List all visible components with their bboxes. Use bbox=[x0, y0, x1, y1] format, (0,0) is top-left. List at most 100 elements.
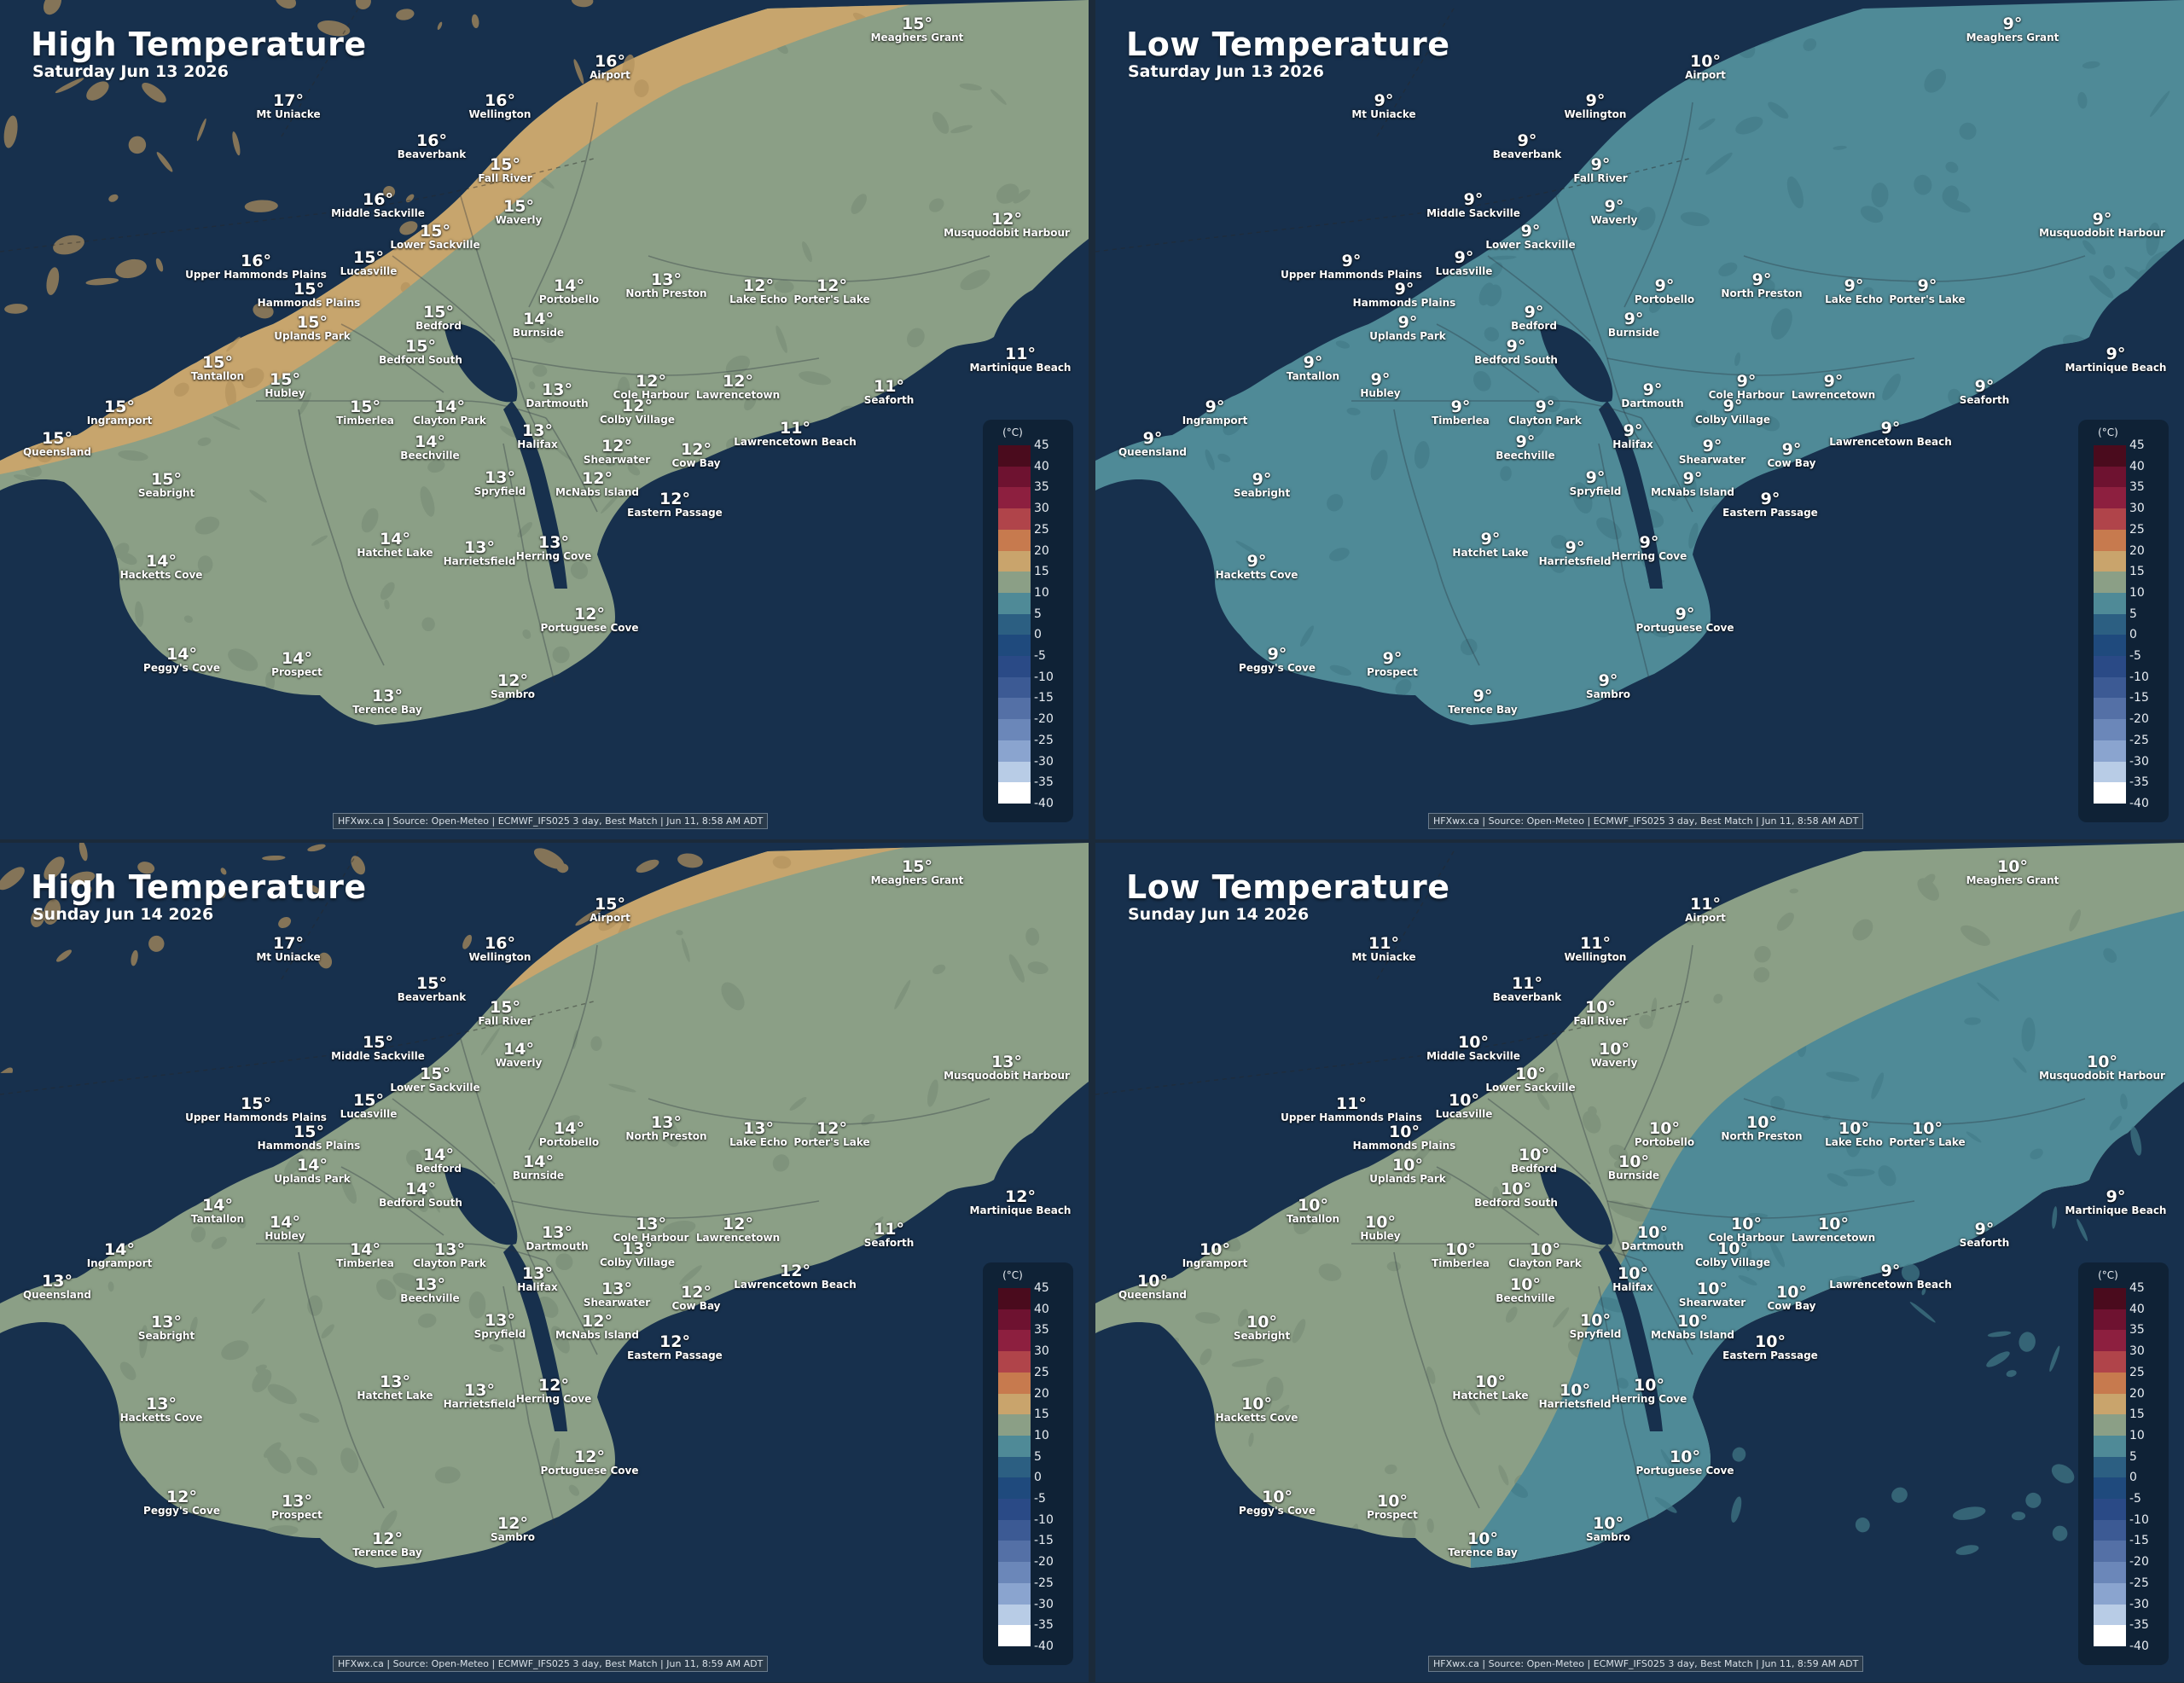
station-name: Shearwater bbox=[583, 1297, 651, 1309]
station-label: 14° Portobello bbox=[539, 1120, 599, 1148]
station-label: 9° Lower Sackville bbox=[1485, 223, 1575, 251]
station-name: Clayton Park bbox=[413, 415, 486, 427]
station-temp: 10° bbox=[1670, 1448, 1700, 1466]
station-temp: 10° bbox=[1365, 1213, 1396, 1232]
station-temp: 11° bbox=[1690, 895, 1721, 914]
station-temp: 9° bbox=[1781, 440, 1802, 459]
legend-tick-label: 15 bbox=[2129, 1407, 2145, 1422]
station-label: 9° Portuguese Cove bbox=[1636, 606, 1734, 634]
legend-tick-label: 0 bbox=[2129, 1471, 2137, 1485]
legend-swatch bbox=[998, 782, 1031, 804]
station-label: 10° Dartmouth bbox=[1621, 1224, 1683, 1252]
county-line bbox=[0, 1000, 598, 1095]
station-label: 10° Spryfield bbox=[1570, 1312, 1622, 1340]
station-name: Sambro bbox=[1586, 1531, 1630, 1543]
panel-subtitle: Saturday Jun 13 2026 bbox=[32, 62, 229, 81]
station-temp: 9° bbox=[1590, 155, 1611, 174]
station-name: Middle Sackville bbox=[1426, 207, 1520, 219]
legend-swatch bbox=[998, 1288, 1031, 1310]
station-temp: 13° bbox=[464, 1381, 495, 1400]
station-name: Timberlea bbox=[336, 1257, 394, 1269]
station-label: 15° Beaverbank bbox=[398, 975, 466, 1003]
station-temp: 13° bbox=[485, 468, 515, 487]
station-label: 10° Hubley bbox=[1360, 1214, 1400, 1242]
station-label: 15° Timberlea bbox=[336, 398, 394, 427]
station-name: Hammonds Plains bbox=[1352, 1140, 1456, 1152]
station-temp: 11° bbox=[874, 1220, 904, 1239]
station-label: 14° Waverly bbox=[496, 1041, 543, 1069]
station-label: 14° Clayton Park bbox=[413, 398, 486, 427]
legend-swatch bbox=[998, 1435, 1031, 1458]
station-temp: 10° bbox=[1599, 1040, 1629, 1059]
station-label: 10° Fall River bbox=[1573, 999, 1627, 1027]
station-name: Waverly bbox=[1590, 1057, 1638, 1069]
station-label: 9° Herring Cove bbox=[1612, 534, 1687, 562]
station-name: Uplands Park bbox=[274, 330, 351, 342]
station-label: 10° Harrietsfield bbox=[1539, 1382, 1612, 1410]
station-name: Cow Bay bbox=[671, 1300, 721, 1312]
legend-swatch bbox=[2094, 1456, 2126, 1478]
station-label: 9° Uplands Park bbox=[1369, 314, 1445, 342]
station-temp: 12° bbox=[723, 1215, 753, 1233]
station-name: Lawrencetown Beach bbox=[734, 1279, 857, 1291]
station-label: 11° Upper Hammonds Plains bbox=[1281, 1095, 1422, 1123]
station-temp: 11° bbox=[874, 377, 904, 396]
station-temp: 12° bbox=[497, 1514, 528, 1533]
station-label: 10° Clayton Park bbox=[1508, 1241, 1582, 1269]
station-temp: 15° bbox=[293, 280, 324, 299]
station-label: 10° McNabs Island bbox=[1651, 1313, 1734, 1341]
station-name: Halifax bbox=[1612, 438, 1653, 450]
map-panel: Low Temperature Sunday Jun 14 2026 HFXwx… bbox=[1095, 843, 2184, 1682]
station-label: 11° Martinique Beach bbox=[970, 345, 1072, 374]
station-temp: 9° bbox=[1880, 1262, 1901, 1280]
legend-tick-label: 15 bbox=[2129, 565, 2145, 579]
station-temp: 9° bbox=[1702, 437, 1722, 456]
legend-tick-label: -5 bbox=[1034, 1492, 1046, 1506]
station-name: Peggy's Cove bbox=[1239, 1505, 1316, 1517]
county-line bbox=[1376, 8, 1455, 137]
station-name: Airport bbox=[1685, 69, 1726, 81]
station-name: Porter's Lake bbox=[793, 1136, 870, 1148]
station-temp: 9° bbox=[1382, 649, 1403, 668]
station-name: Halifax bbox=[517, 438, 558, 450]
station-name: Lower Sackville bbox=[390, 239, 480, 251]
station-label: 16° Wellington bbox=[469, 935, 531, 963]
county-line bbox=[281, 850, 359, 980]
station-label: 13° Halifax bbox=[517, 1265, 557, 1293]
station-temp: 13° bbox=[282, 1492, 312, 1511]
station-label: 9° Cole Harbour bbox=[1709, 373, 1785, 401]
station-name: Mt Uniacke bbox=[1351, 951, 1416, 963]
station-temp: 9° bbox=[1394, 280, 1414, 299]
station-label: 11° Seaforth bbox=[864, 378, 915, 406]
station-name: Sambro bbox=[491, 1531, 535, 1543]
basemap bbox=[1095, 843, 2184, 1682]
station-label: 13° Musquodobit Harbour bbox=[944, 1053, 1070, 1082]
station-label: 10° Porter's Lake bbox=[1889, 1120, 1965, 1148]
legend-swatch bbox=[998, 676, 1031, 699]
station-name: Dartmouth bbox=[1621, 1240, 1684, 1252]
station-label: 12° McNabs Island bbox=[555, 470, 639, 498]
station-name: Seaforth bbox=[863, 394, 915, 406]
roads bbox=[256, 102, 990, 683]
county-line bbox=[1376, 850, 1455, 980]
station-temp: 9° bbox=[1751, 270, 1772, 289]
station-label: 10° Peggy's Cove bbox=[1239, 1489, 1316, 1517]
legend-colorbar bbox=[998, 445, 1031, 804]
halifax-harbour bbox=[1599, 401, 1663, 589]
station-temp: 14° bbox=[104, 1240, 135, 1259]
legend-tick-label: 35 bbox=[1034, 480, 1049, 495]
station-label: 12° Sambro bbox=[491, 1515, 535, 1543]
station-name: Lawrencetown Beach bbox=[734, 436, 857, 448]
legend-tick-label: -15 bbox=[2129, 1534, 2149, 1548]
station-temp: 10° bbox=[1997, 857, 2028, 876]
station-name: Bedford South bbox=[379, 1197, 462, 1209]
station-temp: 10° bbox=[1746, 1113, 1777, 1132]
land bbox=[0, 843, 1089, 1682]
station-label: 9° Musquodobit Harbour bbox=[2039, 211, 2165, 239]
station-label: 15° Ingramport bbox=[87, 398, 153, 427]
legend-tick-label: -35 bbox=[1034, 1618, 1054, 1633]
station-label: 12° Lawrencetown Beach bbox=[734, 1262, 857, 1291]
station-name: Fall River bbox=[478, 172, 532, 184]
station-name: Meaghers Grant bbox=[1966, 32, 2059, 44]
station-label: 9° Colby Village bbox=[1695, 398, 1770, 426]
